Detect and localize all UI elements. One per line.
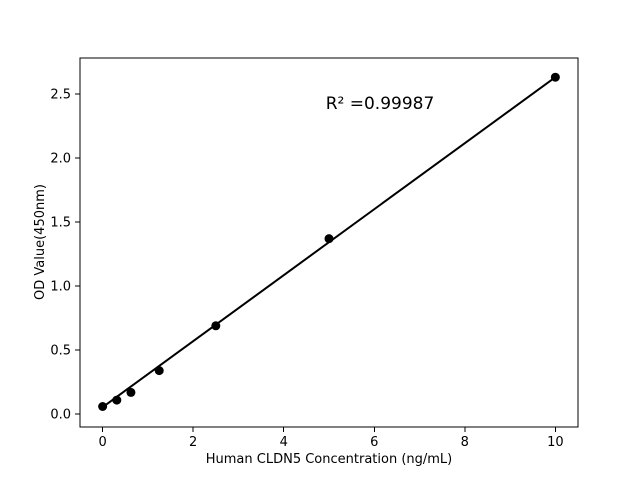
x-tick-label: 8 bbox=[461, 435, 469, 450]
x-tick-label: 6 bbox=[370, 435, 378, 450]
plot-frame bbox=[79, 57, 579, 428]
y-tick-label: 1.0 bbox=[50, 280, 71, 295]
data-point bbox=[211, 321, 221, 331]
y-axis-ticks: 0.0 0.5 1.0 1.5 2.0 2.5 bbox=[50, 87, 80, 423]
x-tick-label: 2 bbox=[189, 435, 197, 450]
data-series bbox=[98, 72, 560, 411]
x-tick-label: 10 bbox=[547, 435, 564, 450]
y-tick-label: 2.0 bbox=[50, 151, 71, 166]
r-squared-annotation: R² =0.99987 bbox=[326, 94, 435, 114]
data-point bbox=[112, 395, 122, 405]
data-point bbox=[98, 402, 108, 411]
data-point bbox=[154, 366, 164, 376]
data-point bbox=[550, 72, 560, 82]
data-point bbox=[126, 387, 136, 397]
x-tick-label: 4 bbox=[280, 435, 288, 450]
y-tick-label: 0.0 bbox=[50, 408, 71, 423]
y-tick-label: 0.5 bbox=[50, 344, 71, 359]
y-tick-label: 2.5 bbox=[50, 87, 71, 102]
data-point bbox=[324, 234, 334, 244]
y-axis-label: OD Value(450nm) bbox=[33, 184, 48, 300]
y-tick-label: 1.5 bbox=[50, 216, 71, 231]
x-axis-label: Human CLDN5 Concentration (ng/mL) bbox=[206, 452, 453, 467]
x-tick-label: 0 bbox=[98, 435, 106, 450]
x-axis-ticks: 0 2 4 6 8 10 bbox=[98, 427, 564, 450]
